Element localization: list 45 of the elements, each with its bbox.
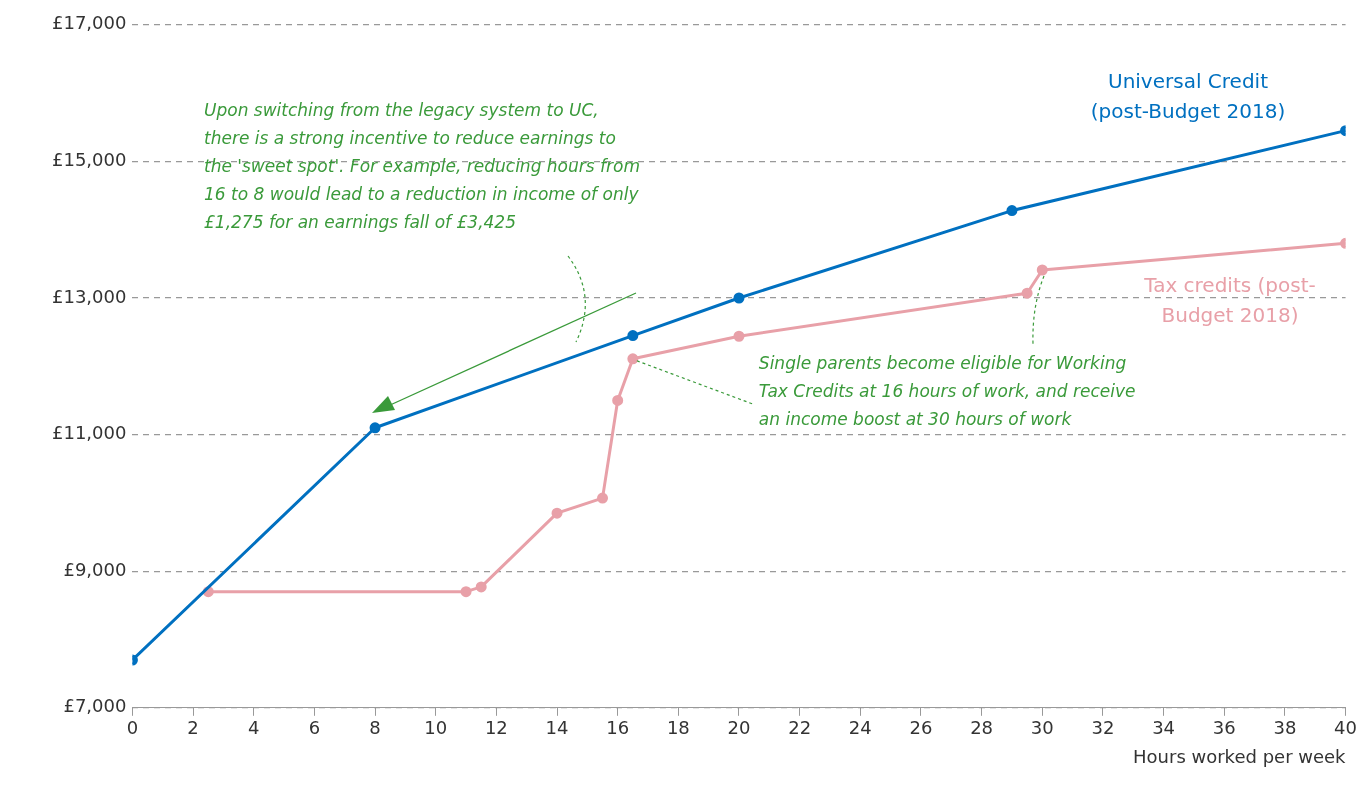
- x-tick-label: 28: [970, 717, 994, 739]
- x-tick-label: 20: [727, 717, 751, 739]
- series-label: Tax credits (post-Budget 2018): [1143, 272, 1317, 329]
- x-tick-label: 36: [1212, 717, 1236, 739]
- point: [1036, 264, 1048, 276]
- x-tick-label: 12: [484, 717, 508, 739]
- point: [1021, 287, 1033, 299]
- y-tick-label: £17,000: [52, 12, 127, 34]
- point: [1006, 205, 1018, 217]
- x-tick-label: 34: [1152, 717, 1176, 739]
- x-tick-label: 32: [1091, 717, 1115, 739]
- y-tick-label: £9,000: [63, 558, 127, 580]
- x-tick-label: 6: [308, 717, 321, 739]
- annotation: Single parents become eligible for Working Tax Credits at 16 hours of work, and receive an income boost at 30 hours of work: [758, 351, 1137, 431]
- point: [369, 422, 381, 434]
- point: [551, 507, 563, 519]
- y-tick-label: £15,000: [52, 149, 127, 171]
- x-tick-label: 14: [545, 717, 569, 739]
- x-tick-label: 40: [1334, 717, 1357, 739]
- x-axis-title: Hours worked per week: [1133, 745, 1347, 767]
- point: [733, 292, 745, 304]
- point: [612, 394, 624, 406]
- point: [627, 330, 639, 342]
- point: [597, 492, 609, 504]
- x-tick-label: 0: [126, 717, 139, 739]
- annotation: Upon switching from the legacy system to UC, there is a strong incentive to reduce earnings to the 'sweet spot'. For example, reducing hours from 16 to 8 would lead to a reduction in income of only £1,275 for an earnings fall of £3,425: [204, 99, 641, 234]
- x-tick-label: 26: [909, 717, 933, 739]
- x-tick-label: 18: [666, 717, 690, 739]
- point: [627, 353, 639, 365]
- point: [733, 330, 745, 342]
- x-tick-label: 4: [248, 717, 260, 739]
- x-tick-label: 8: [369, 717, 381, 739]
- x-tick-label: 30: [1030, 717, 1054, 739]
- x-tick-label: 2: [187, 717, 199, 739]
- point: [475, 581, 487, 593]
- x-tick-label: 10: [424, 717, 448, 739]
- x-tick-label: 24: [848, 717, 872, 739]
- x-tick-label: 38: [1273, 717, 1297, 739]
- point: [460, 586, 472, 598]
- x-tick-label: 22: [788, 717, 812, 739]
- y-tick-label: £13,000: [52, 285, 127, 307]
- y-tick-label: £7,000: [63, 695, 127, 717]
- x-tick-label: 16: [606, 717, 630, 739]
- series-label: Universal Credit (post-Budget 2018): [1089, 68, 1287, 125]
- y-tick-label: £11,000: [52, 422, 127, 444]
